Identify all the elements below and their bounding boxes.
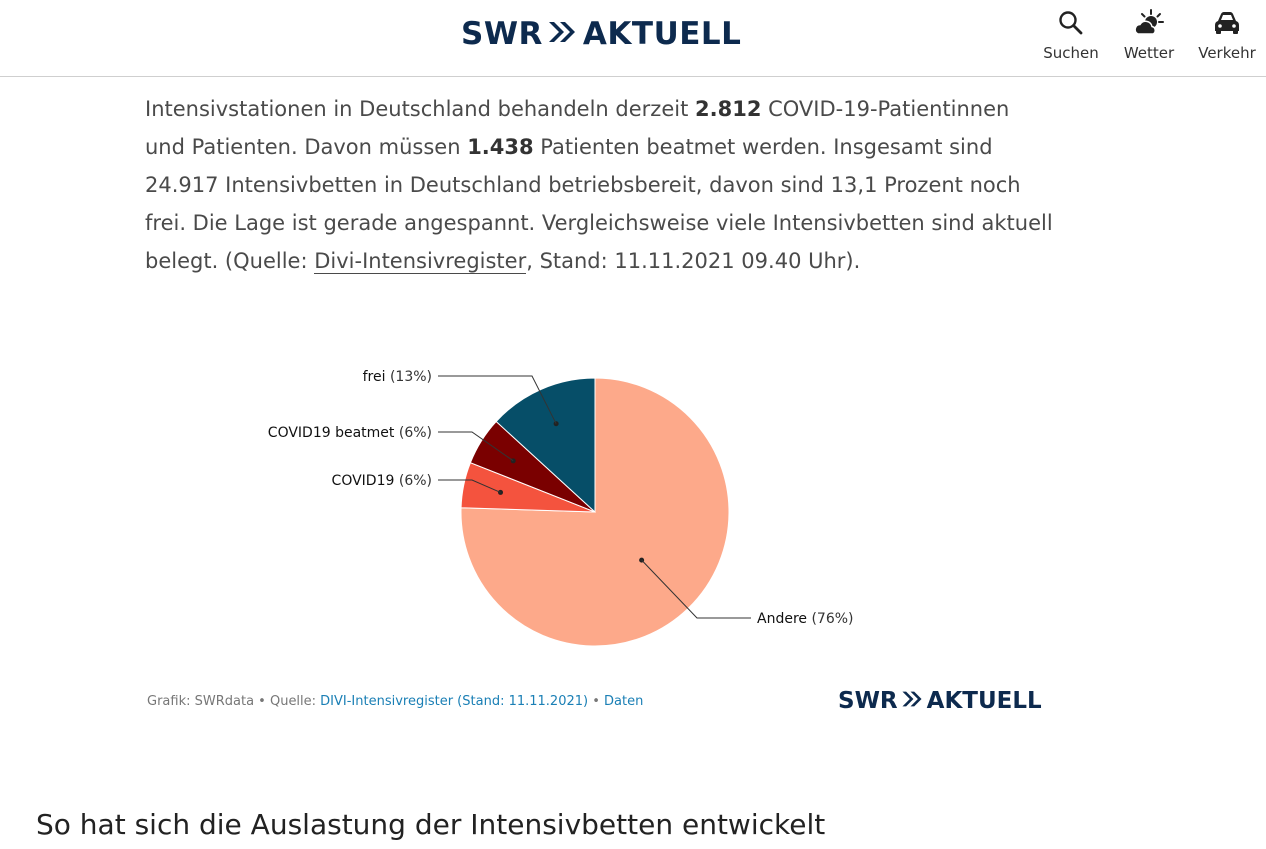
weather-icon	[1133, 6, 1165, 40]
car-icon	[1213, 6, 1241, 40]
pie-slice-frei[interactable]	[495, 377, 596, 514]
nav-weather[interactable]: Wetter	[1110, 6, 1188, 62]
chart-logo-chevrons	[901, 688, 923, 714]
leader-line	[438, 375, 557, 424]
pie-chart-svg: Andere (76%)COVID19 (6%)COVID19 beatmet …	[268, 369, 854, 647]
article-text-4: , Stand: 11.11.2021 09.40 Uhr).	[526, 249, 861, 273]
pie-label-name: Andere	[757, 611, 811, 627]
pie-label-covid19-beatmet: COVID19 beatmet (6%)	[268, 425, 432, 441]
leader-line	[438, 479, 501, 493]
pie-label-percent: (13%)	[390, 369, 432, 385]
patients-ventilated: 1.438	[467, 135, 534, 159]
article-text-2: COVID-19-Patientinnen und Patienten. Dav…	[145, 97, 1010, 159]
pie-label-percent: (6%)	[399, 425, 432, 441]
swr-aktuell-chart-logo: SWR AKTUELL	[838, 688, 1042, 714]
pie-label-name: COVID19	[332, 473, 399, 489]
divi-source-link[interactable]: Divi-Intensivregister	[314, 249, 527, 274]
chart-logo-aktuell-text: AKTUELL	[926, 688, 1042, 714]
pie-label-percent: (76%)	[811, 611, 853, 627]
nav-traffic[interactable]: Verkehr	[1188, 6, 1266, 62]
swr-aktuell-logo[interactable]: SWR AKTUELL	[461, 14, 741, 54]
nav-search[interactable]: Suchen	[1032, 6, 1110, 62]
pie-label-name: COVID19 beatmet	[268, 425, 399, 441]
logo-aktuell-text: AKTUELL	[582, 16, 742, 52]
logo-chevrons	[547, 16, 577, 52]
logo-swr-text: SWR	[461, 16, 543, 52]
section-heading: So hat sich die Auslastung der Intensivb…	[36, 808, 826, 841]
leader-line	[641, 559, 751, 619]
article-paragraph: Intensivstationen in Deutschland behande…	[145, 90, 1055, 280]
article-text-1: Intensivstationen in Deutschland behande…	[145, 97, 695, 121]
header-nav: Suchen Wetter	[1032, 6, 1266, 62]
search-icon	[1058, 6, 1084, 40]
article-text-3: Patienten beatmet werden. Insgesamt sind…	[145, 135, 1053, 273]
pie-label-covid19: COVID19 (6%)	[332, 473, 432, 489]
nav-weather-label: Wetter	[1123, 44, 1175, 62]
pie-label-name: frei	[363, 369, 390, 385]
patients-total: 2.812	[695, 97, 762, 121]
site-header: SWR AKTUELL Suchen We	[0, 0, 1266, 77]
nav-search-label: Suchen	[1043, 44, 1099, 62]
leader-dot	[553, 421, 559, 427]
pie-label-andere: Andere (76%)	[757, 611, 854, 627]
pie-label-percent: (6%)	[399, 473, 432, 489]
chart-logo-swr-text: SWR	[838, 688, 898, 714]
leader-line	[438, 431, 514, 462]
credits-data-link[interactable]: Daten	[604, 694, 644, 709]
credits-prefix: Grafik: SWRdata • Quelle:	[147, 694, 321, 709]
nav-traffic-label: Verkehr	[1198, 44, 1256, 62]
credits-separator: •	[588, 694, 605, 709]
pie-chart: Andere (76%) COVID19 (6%) COVID19 beatmet …	[0, 300, 1266, 680]
chart-credits: Grafik: SWRdata • Quelle: DIVI-Intensivr…	[147, 694, 643, 709]
credits-source-link[interactable]: DIVI-Intensivregister (Stand: 11.11.2021…	[320, 694, 589, 709]
pie-label-frei: frei (13%)	[363, 369, 432, 385]
